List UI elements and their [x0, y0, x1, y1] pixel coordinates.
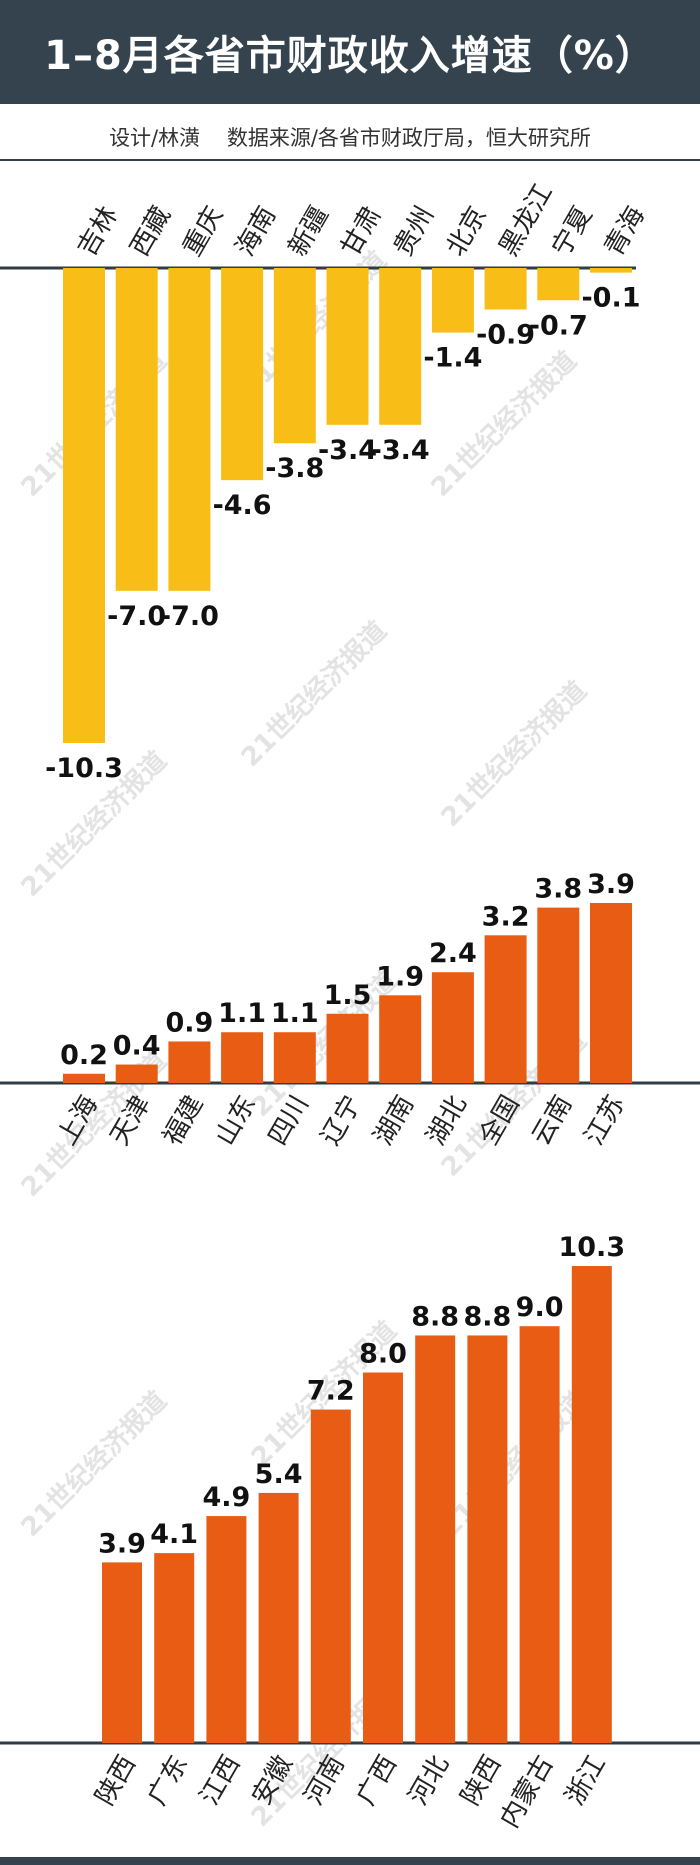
chart1-category-label: 新疆: [283, 201, 335, 261]
chart1-bar: [484, 268, 527, 310]
chart3-bar: [258, 1492, 299, 1743]
chart2-value-label: 1.5: [324, 980, 372, 1011]
chart2-bar: [590, 903, 632, 1083]
chart2-value-label: 0.2: [60, 1040, 108, 1071]
chart1-value-label: -10.3: [45, 753, 123, 784]
chart2-bar: [326, 1013, 369, 1083]
chart1-category-label: 贵州: [388, 201, 440, 261]
chart1-value-label: -3.4: [371, 435, 430, 466]
chart3-bar: [519, 1326, 560, 1743]
chart1-category-label: 西藏: [125, 201, 177, 261]
chart1-category-label: 北京: [441, 201, 493, 261]
chart3-category-label: 河北: [403, 1751, 455, 1811]
chart1-bar: [326, 268, 369, 425]
chart3-value-label: 7.2: [307, 1376, 355, 1407]
chart3-category-label: 陕西: [90, 1751, 142, 1811]
chart3-bar: [363, 1372, 403, 1743]
chart2-value-label: 3.9: [587, 869, 635, 900]
chart3-value-label: 8.0: [359, 1339, 407, 1370]
chart2-bar: [273, 1032, 316, 1083]
chart3-category-label: 陕西: [455, 1751, 507, 1811]
chart2-value-label: 3.2: [482, 901, 530, 932]
chart1-value-label: -0.9: [476, 320, 535, 351]
chart1-value-label: -1.4: [423, 343, 482, 374]
chart1-value-label: -7.0: [107, 601, 166, 632]
chart2-bar: [221, 1032, 264, 1083]
chart1-value-label: -3.4: [318, 435, 377, 466]
chart2-category-label: 福建: [157, 1091, 209, 1151]
chart1-value-label: -0.1: [581, 283, 640, 314]
chart1-value-label: -0.7: [529, 310, 588, 341]
chart1-bar: [379, 268, 422, 425]
chart1-bar: [115, 268, 158, 591]
credits-source: 数据来源/各省市财政厅局，恒大研究所: [226, 126, 591, 150]
chart3-value-label: 9.0: [516, 1292, 564, 1323]
chart3-value-label: 3.9: [98, 1528, 146, 1559]
chart1-bar: [590, 268, 632, 273]
chart3-bar: [102, 1562, 142, 1743]
chart1-category-label: 海南: [230, 201, 282, 261]
chart1-category-label: 青海: [599, 201, 651, 261]
chart3-bar: [206, 1516, 247, 1743]
chart3-bar: [415, 1335, 456, 1743]
chart2-bar: [63, 1073, 105, 1083]
chart3-bar: [310, 1409, 351, 1743]
chart2-bar: [115, 1064, 158, 1083]
chart1-value-label: -4.6: [213, 490, 272, 521]
chart1-value-label: -7.0: [160, 601, 219, 632]
chart3-bar: [154, 1553, 195, 1743]
credits-design: 设计/林潢: [109, 126, 201, 150]
chart2-bar: [168, 1041, 211, 1083]
chart2-category-label: 辽宁: [316, 1091, 368, 1151]
watermark-text: 21世纪经济报道: [435, 675, 593, 833]
chart3-category-label: 内蒙古: [495, 1751, 560, 1834]
chart1-category-label: 黑龙江: [494, 179, 559, 262]
chart3-value-label: 4.9: [202, 1482, 250, 1513]
chart1-category-label: 吉林: [72, 201, 124, 261]
chart2-bar: [431, 972, 474, 1083]
chart2-bar: [484, 935, 527, 1083]
watermark-text: 21世纪经济报道: [15, 1385, 173, 1543]
chart-title: 1–8月各省市财政收入增速（%）: [44, 33, 656, 79]
chart3-category-label: 浙江: [560, 1751, 612, 1811]
chart1-bar: [63, 268, 105, 743]
chart1-value-label: -3.8: [265, 453, 324, 484]
watermark-text: 21世纪经济报道: [435, 1385, 593, 1543]
chart2-value-label: 0.9: [165, 1007, 213, 1038]
chart1-bar: [537, 268, 580, 301]
chart2-value-label: 0.4: [113, 1031, 161, 1062]
chart3-bar: [571, 1266, 612, 1743]
credits-divider: [0, 159, 700, 161]
chart3-bar: [467, 1335, 508, 1743]
chart2-value-label: 3.8: [534, 874, 582, 905]
footer-bar: [0, 1857, 700, 1865]
chart3-category-label: 广东: [142, 1751, 194, 1811]
chart1-bar: [168, 268, 211, 591]
chart-title-bar: 1–8月各省市财政收入增速（%）: [0, 0, 700, 104]
credits-line: 设计/林潢 数据来源/各省市财政厅局，恒大研究所: [0, 116, 700, 160]
chart1-category-label: 宁夏: [546, 201, 598, 261]
chart1-category-label: 重庆: [177, 201, 229, 261]
chart1-bar: [221, 268, 264, 481]
chart2-bar: [379, 995, 422, 1083]
chart3-value-label: 10.3: [558, 1232, 625, 1263]
chart2-value-label: 2.4: [429, 938, 477, 969]
chart3-value-label: 8.8: [463, 1301, 511, 1332]
watermark-text: 21世纪经济报道: [235, 615, 393, 773]
chart2-category-label: 江苏: [579, 1091, 631, 1151]
chart3-value-label: 5.4: [255, 1459, 303, 1490]
chart2-value-label: 1.1: [271, 998, 319, 1029]
chart1-bar: [431, 268, 474, 333]
chart2-category-label: 湖南: [368, 1091, 420, 1151]
chart2-bar: [537, 907, 580, 1083]
chart3-category-label: 广西: [351, 1751, 403, 1811]
chart3-category-label: 江西: [194, 1751, 246, 1811]
chart1-category-label: 甘肃: [336, 201, 388, 261]
chart3-value-label: 8.8: [411, 1301, 459, 1332]
chart2-value-label: 1.1: [218, 998, 266, 1029]
chart3-value-label: 4.1: [150, 1519, 198, 1550]
chart1-bar: [273, 268, 316, 444]
chart2-value-label: 1.9: [376, 961, 424, 992]
